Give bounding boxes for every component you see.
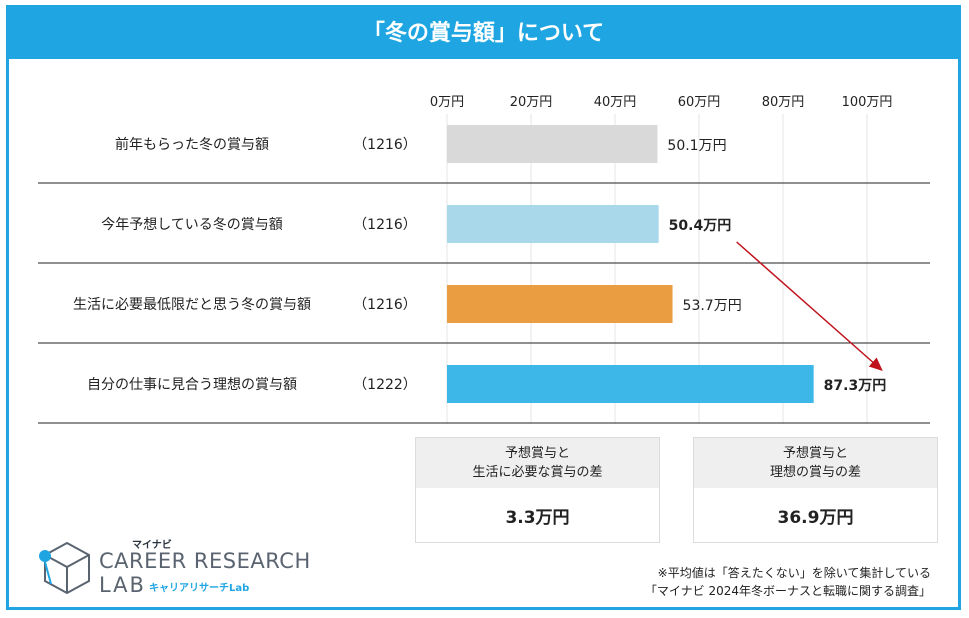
- career-research-lab-logo: マイナビ CAREER RESEARCH LAB キャリアリサーチLab: [37, 537, 310, 599]
- difference-arrow: [736, 241, 883, 371]
- summary-box-line2: 理想の賞与の差: [769, 465, 861, 480]
- chart-title: 「冬の賞与額」について: [9, 8, 958, 59]
- summary-box-line1: 予想賞与と: [782, 446, 848, 461]
- logo-mynavi-text: マイナビ: [132, 540, 172, 551]
- cube-logo-icon: [39, 541, 90, 595]
- bar: [447, 125, 658, 163]
- value-label: 53.7万円: [683, 298, 742, 314]
- summary-box-line1: 予想賞与と: [504, 446, 570, 461]
- value-label: 87.3万円: [824, 378, 887, 394]
- category-label: 自分の仕事に見合う理想の賞与額: [87, 377, 297, 393]
- chart-frame: 「冬の賞与額」について: [6, 5, 961, 610]
- summary-box-header: 予想賞与と 理想の賞与の差: [694, 438, 937, 488]
- value-label: 50.1万円: [667, 138, 726, 154]
- logo-lab-text: LAB: [99, 573, 146, 597]
- value-label: 50.4万円: [669, 218, 732, 234]
- category-label: 生活に必要最低限だと思う冬の賞与額: [73, 297, 311, 313]
- x-tick-label: 60万円: [678, 95, 721, 110]
- bar: [447, 205, 659, 243]
- sample-count-label: （1216）: [353, 217, 417, 233]
- bar: [447, 365, 814, 403]
- bar: [447, 285, 673, 323]
- footnote-line-1: ※平均値は「答えたくない」を除いて集計している: [657, 566, 931, 580]
- sample-count-label: （1216）: [353, 297, 417, 313]
- summary-box-header: 予想賞与と 生活に必要な賞与の差: [416, 438, 659, 488]
- x-tick-label: 100万円: [842, 95, 893, 110]
- summary-box-expected-vs-ideal: 予想賞与と 理想の賞与の差 36.9万円: [693, 437, 938, 543]
- x-tick-label: 40万円: [594, 95, 637, 110]
- footnote: ※平均値は「答えたくない」を除いて集計している 「マイナビ 2024年冬ボーナス…: [645, 564, 931, 600]
- x-tick-label: 20万円: [510, 95, 553, 110]
- sample-count-label: （1216）: [353, 137, 417, 153]
- footnote-line-2: 「マイナビ 2024年冬ボーナスと転職に関する調査」: [644, 584, 931, 598]
- summary-box-expected-vs-needed: 予想賞与と 生活に必要な賞与の差 3.3万円: [415, 437, 660, 543]
- category-label: 今年予想している冬の賞与額: [101, 217, 283, 233]
- sample-count-label: （1222）: [353, 377, 417, 393]
- summary-box-value: 3.3万円: [505, 507, 570, 528]
- logo-kana-text: キャリアリサーチLab: [149, 583, 250, 594]
- logo-career-research-text: CAREER RESEARCH: [99, 549, 311, 573]
- summary-box-line2: 生活に必要な賞与の差: [472, 465, 603, 480]
- x-tick-label: 0万円: [430, 95, 464, 110]
- x-tick-label: 80万円: [762, 95, 805, 110]
- category-label: 前年もらった冬の賞与額: [115, 136, 269, 153]
- summary-box-value: 36.9万円: [777, 507, 854, 528]
